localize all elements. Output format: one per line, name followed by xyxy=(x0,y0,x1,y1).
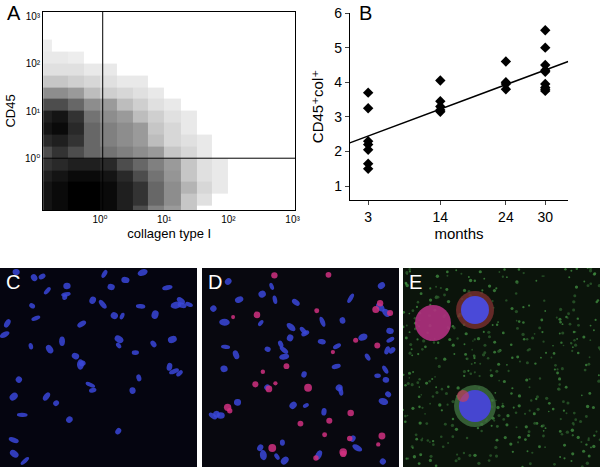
svg-text:10⁰: 10⁰ xyxy=(92,214,107,225)
svg-text:E: E xyxy=(409,271,422,293)
svg-text:1: 1 xyxy=(334,178,342,194)
svg-text:30: 30 xyxy=(537,209,553,225)
svg-text:3: 3 xyxy=(334,109,342,125)
svg-text:CD45: CD45 xyxy=(3,94,18,127)
svg-text:10³: 10³ xyxy=(26,11,41,22)
svg-text:C: C xyxy=(6,271,20,293)
svg-text:10²: 10² xyxy=(221,214,236,225)
svg-text:10³: 10³ xyxy=(285,214,300,225)
svg-text:6: 6 xyxy=(334,5,342,21)
svg-text:14: 14 xyxy=(433,209,449,225)
svg-text:A: A xyxy=(7,2,21,24)
svg-text:D: D xyxy=(208,271,222,293)
svg-text:24: 24 xyxy=(498,209,514,225)
svg-text:4: 4 xyxy=(334,74,342,90)
svg-text:3: 3 xyxy=(364,209,372,225)
svg-text:10²: 10² xyxy=(26,58,41,69)
svg-text:10¹: 10¹ xyxy=(26,106,41,117)
svg-text:10¹: 10¹ xyxy=(157,214,172,225)
svg-text:2: 2 xyxy=(334,143,342,159)
svg-text:5: 5 xyxy=(334,40,342,56)
svg-text:collagen type I: collagen type I xyxy=(127,226,211,241)
svg-text:CD45⁺col⁺: CD45⁺col⁺ xyxy=(309,70,326,143)
svg-text:B: B xyxy=(359,2,372,24)
svg-text:10⁰: 10⁰ xyxy=(25,153,40,164)
svg-text:months: months xyxy=(434,225,483,242)
